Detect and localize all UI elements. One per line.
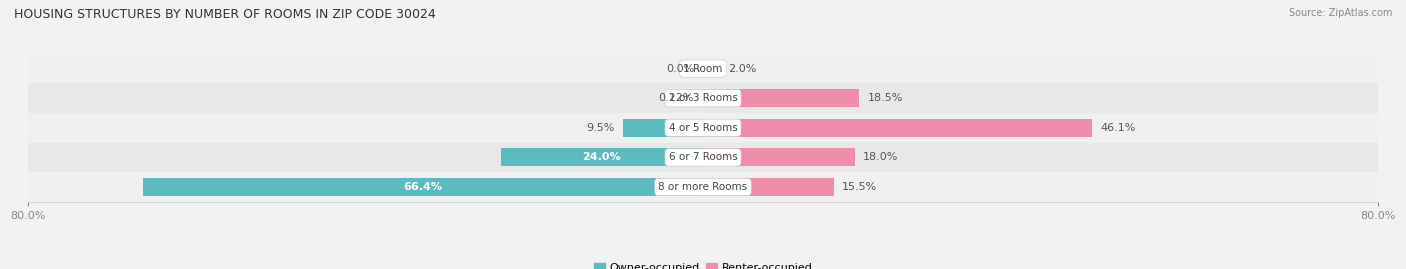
Bar xyxy=(28,143,1378,172)
Text: Source: ZipAtlas.com: Source: ZipAtlas.com xyxy=(1288,8,1392,18)
Text: 4 or 5 Rooms: 4 or 5 Rooms xyxy=(669,123,737,133)
Bar xyxy=(28,113,1378,143)
Bar xyxy=(143,178,703,196)
Text: 24.0%: 24.0% xyxy=(582,152,621,162)
Bar xyxy=(28,83,1378,113)
Bar xyxy=(703,148,855,166)
Text: 9.5%: 9.5% xyxy=(586,123,614,133)
Text: 15.5%: 15.5% xyxy=(842,182,877,192)
Text: 18.0%: 18.0% xyxy=(863,152,898,162)
Bar xyxy=(501,148,703,166)
Text: HOUSING STRUCTURES BY NUMBER OF ROOMS IN ZIP CODE 30024: HOUSING STRUCTURES BY NUMBER OF ROOMS IN… xyxy=(14,8,436,21)
Legend: Owner-occupied, Renter-occupied: Owner-occupied, Renter-occupied xyxy=(589,259,817,269)
Text: 66.4%: 66.4% xyxy=(404,182,443,192)
Bar xyxy=(703,89,859,107)
Text: 18.5%: 18.5% xyxy=(868,93,903,103)
Text: 1 Room: 1 Room xyxy=(683,63,723,74)
Bar xyxy=(28,172,1378,202)
Text: 0.0%: 0.0% xyxy=(666,63,695,74)
Text: 46.1%: 46.1% xyxy=(1101,123,1136,133)
Text: 8 or more Rooms: 8 or more Rooms xyxy=(658,182,748,192)
Text: 0.12%: 0.12% xyxy=(658,93,693,103)
Bar xyxy=(703,178,834,196)
Bar xyxy=(623,119,703,137)
Bar xyxy=(28,54,1378,83)
Text: 2.0%: 2.0% xyxy=(728,63,756,74)
Text: 6 or 7 Rooms: 6 or 7 Rooms xyxy=(669,152,737,162)
Bar xyxy=(703,60,720,77)
Text: 2 or 3 Rooms: 2 or 3 Rooms xyxy=(669,93,737,103)
Bar xyxy=(703,119,1092,137)
